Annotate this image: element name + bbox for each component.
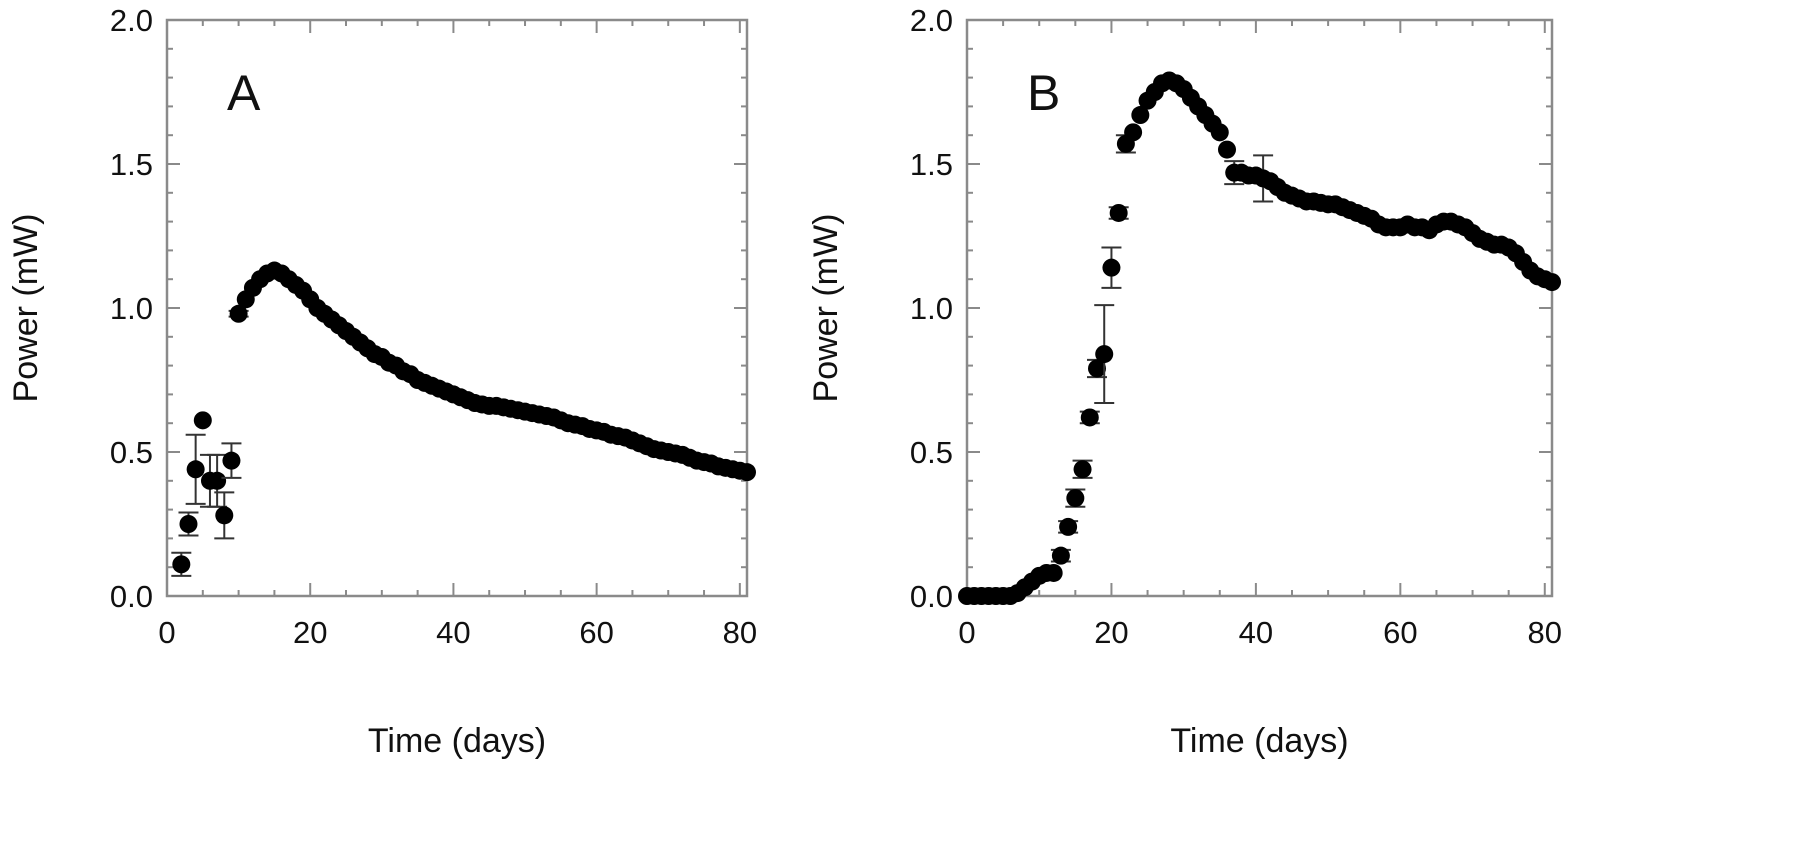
panel-b: 0.0 0.5 1.0 1.5 2.0 0 20 40 60 80 Time (days) Power… — [807, 3, 1562, 760]
data-point — [222, 451, 241, 470]
y-axis-label: Power (mW) — [807, 214, 845, 403]
data-point — [1095, 345, 1114, 364]
x-tick-label: 80 — [723, 615, 757, 650]
x-tick-label: 60 — [579, 615, 613, 650]
y-tick-label: 2.0 — [910, 3, 953, 38]
panel-a: 0.0 0.5 1.0 1.5 2.0 0 20 40 60 80 Time (days) Power… — [7, 3, 757, 760]
y-tick-label: 1.0 — [110, 291, 153, 326]
data-point — [1088, 359, 1106, 378]
y-tick-label: 2.0 — [110, 3, 153, 38]
data-point — [1109, 203, 1128, 222]
x-axis-label: Time (days) — [368, 722, 546, 760]
x-tick-label: 40 — [1239, 615, 1273, 650]
data-point — [208, 471, 227, 490]
data-point — [738, 463, 756, 482]
data-point — [1102, 258, 1121, 277]
data-point — [1044, 563, 1063, 582]
panel-label: A — [227, 65, 261, 121]
y-tick-label: 1.5 — [110, 147, 153, 182]
data-point — [1080, 408, 1099, 427]
data-point — [1059, 517, 1078, 536]
y-tick-label: 1.5 — [910, 147, 953, 182]
x-tick-label: 80 — [1528, 615, 1562, 650]
data-point — [1131, 106, 1150, 125]
y-tick-label: 0.0 — [910, 579, 953, 614]
data-point — [172, 555, 191, 574]
x-tick-label: 20 — [1094, 615, 1128, 650]
data-point — [229, 304, 248, 323]
data-point — [1543, 273, 1561, 292]
data-point — [1051, 546, 1070, 565]
x-axis-label: Time (days) — [1170, 722, 1348, 760]
y-tick-label: 0.5 — [110, 435, 153, 470]
y-tick-label: 0.0 — [110, 579, 153, 614]
data-point — [215, 506, 234, 525]
x-tick-label: 20 — [293, 615, 327, 650]
x-tick-label: 40 — [436, 615, 470, 650]
data-point — [179, 515, 198, 533]
y-tick-label: 1.0 — [910, 291, 953, 326]
y-tick-label: 0.5 — [910, 435, 953, 470]
y-axis-label: Power (mW) — [7, 214, 45, 403]
x-tick-label: 0 — [158, 615, 175, 650]
data-point — [193, 411, 212, 430]
x-tick-label: 60 — [1383, 615, 1417, 650]
data-point — [1124, 123, 1143, 142]
data-point — [1210, 123, 1229, 142]
panel-label: B — [1027, 65, 1060, 121]
data-point — [186, 460, 205, 479]
x-tick-label: 0 — [958, 615, 975, 650]
data-point — [1073, 460, 1092, 479]
data-point — [1218, 140, 1236, 159]
data-point — [1066, 489, 1085, 508]
